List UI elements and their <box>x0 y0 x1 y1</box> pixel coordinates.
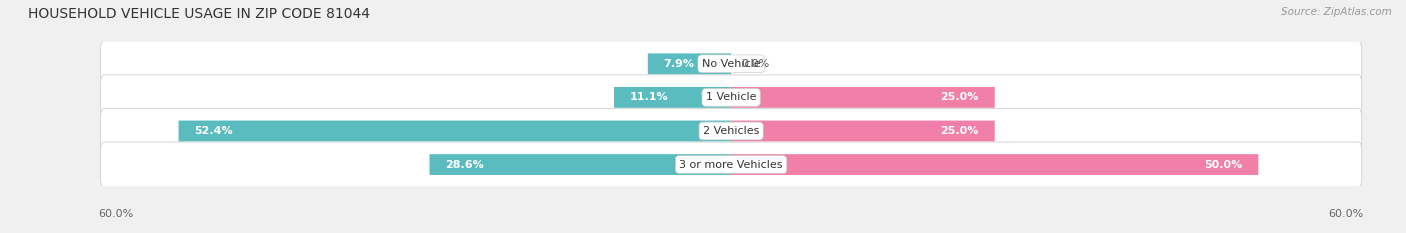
Text: 7.9%: 7.9% <box>664 59 695 69</box>
Text: 1 Vehicle: 1 Vehicle <box>706 92 756 102</box>
FancyBboxPatch shape <box>101 75 1361 120</box>
Text: 28.6%: 28.6% <box>446 160 484 170</box>
Text: 25.0%: 25.0% <box>941 126 979 136</box>
Text: No Vehicle: No Vehicle <box>702 59 761 69</box>
Text: 50.0%: 50.0% <box>1205 160 1243 170</box>
Text: 60.0%: 60.0% <box>98 209 134 219</box>
FancyBboxPatch shape <box>101 142 1361 187</box>
FancyBboxPatch shape <box>101 108 1361 154</box>
FancyBboxPatch shape <box>731 87 994 108</box>
FancyBboxPatch shape <box>101 41 1361 86</box>
Text: 0.0%: 0.0% <box>742 59 770 69</box>
Text: Source: ZipAtlas.com: Source: ZipAtlas.com <box>1281 7 1392 17</box>
Text: 60.0%: 60.0% <box>1329 209 1364 219</box>
FancyBboxPatch shape <box>731 154 1258 175</box>
Text: 11.1%: 11.1% <box>630 92 668 102</box>
FancyBboxPatch shape <box>731 120 994 141</box>
Text: 2 Vehicles: 2 Vehicles <box>703 126 759 136</box>
FancyBboxPatch shape <box>179 120 731 141</box>
Text: HOUSEHOLD VEHICLE USAGE IN ZIP CODE 81044: HOUSEHOLD VEHICLE USAGE IN ZIP CODE 8104… <box>28 7 370 21</box>
Text: 52.4%: 52.4% <box>194 126 233 136</box>
Text: 25.0%: 25.0% <box>941 92 979 102</box>
FancyBboxPatch shape <box>614 87 731 108</box>
Text: 3 or more Vehicles: 3 or more Vehicles <box>679 160 783 170</box>
FancyBboxPatch shape <box>648 53 731 74</box>
FancyBboxPatch shape <box>429 154 731 175</box>
